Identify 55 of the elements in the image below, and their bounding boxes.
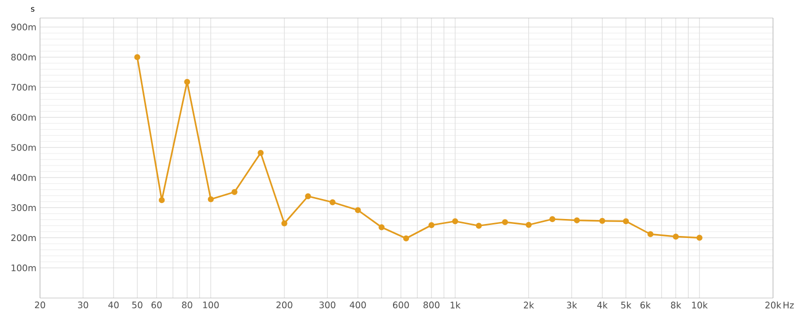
x-tick-label: 400 (350, 302, 366, 308)
x-tick-label: 80 (182, 302, 192, 308)
x-tick-label: 60 (152, 302, 162, 308)
x-tick-label: 6k (640, 302, 651, 308)
x-tick-label: 5k (621, 302, 632, 308)
point (452, 218, 458, 224)
point (305, 193, 312, 200)
point (330, 199, 336, 206)
point (549, 216, 556, 222)
point (622, 218, 629, 224)
point (281, 220, 288, 226)
point (378, 224, 385, 230)
x-tick-label: 3k (566, 302, 578, 308)
x-tick-label: 8k (670, 302, 682, 308)
point (647, 231, 654, 238)
x-tick-label: 20k (765, 302, 782, 308)
y-tick-label: 700m (11, 84, 36, 91)
y-tick-label: 900m (11, 24, 36, 30)
x-tick-label: 100 (203, 302, 219, 308)
x-tick-label: 600 (393, 302, 409, 308)
x-tick-label: 40 (108, 302, 119, 308)
point (476, 222, 482, 229)
point (134, 54, 140, 60)
point (574, 217, 580, 224)
y-tick-label: 500m (11, 144, 36, 151)
x-tick-label: 2k (524, 302, 534, 308)
x-axis-title: Hz (784, 302, 794, 308)
point (208, 196, 214, 202)
y-tick-label: 100m (12, 264, 36, 272)
point (158, 197, 165, 204)
point (258, 150, 264, 156)
point (354, 207, 361, 214)
point (502, 219, 508, 226)
x-tick-label: 20 (34, 302, 46, 308)
point (184, 78, 190, 85)
x-tick-label: 4k (597, 302, 608, 308)
point (428, 222, 434, 228)
x-tick-label: 30 (78, 302, 88, 308)
y-tick-label: 400m (11, 174, 36, 181)
x-tick-label: 200 (276, 302, 292, 308)
x-tick-label: 50 (132, 302, 142, 308)
x-tick-label: 1k (450, 302, 461, 308)
point (599, 218, 606, 224)
y-tick-label: 800m (11, 54, 36, 61)
x-tick-label: 800 (424, 302, 440, 308)
point (696, 234, 702, 241)
y-tick-label: 200m (11, 234, 36, 242)
y-tick-label: 600m (11, 114, 36, 121)
x-tick-label: 10k (692, 302, 708, 308)
point (526, 222, 532, 228)
y-tick-label: 300m (11, 204, 36, 212)
point (672, 234, 679, 240)
point (231, 189, 238, 196)
x-tick-label: 300 (320, 302, 336, 308)
point (403, 235, 410, 242)
